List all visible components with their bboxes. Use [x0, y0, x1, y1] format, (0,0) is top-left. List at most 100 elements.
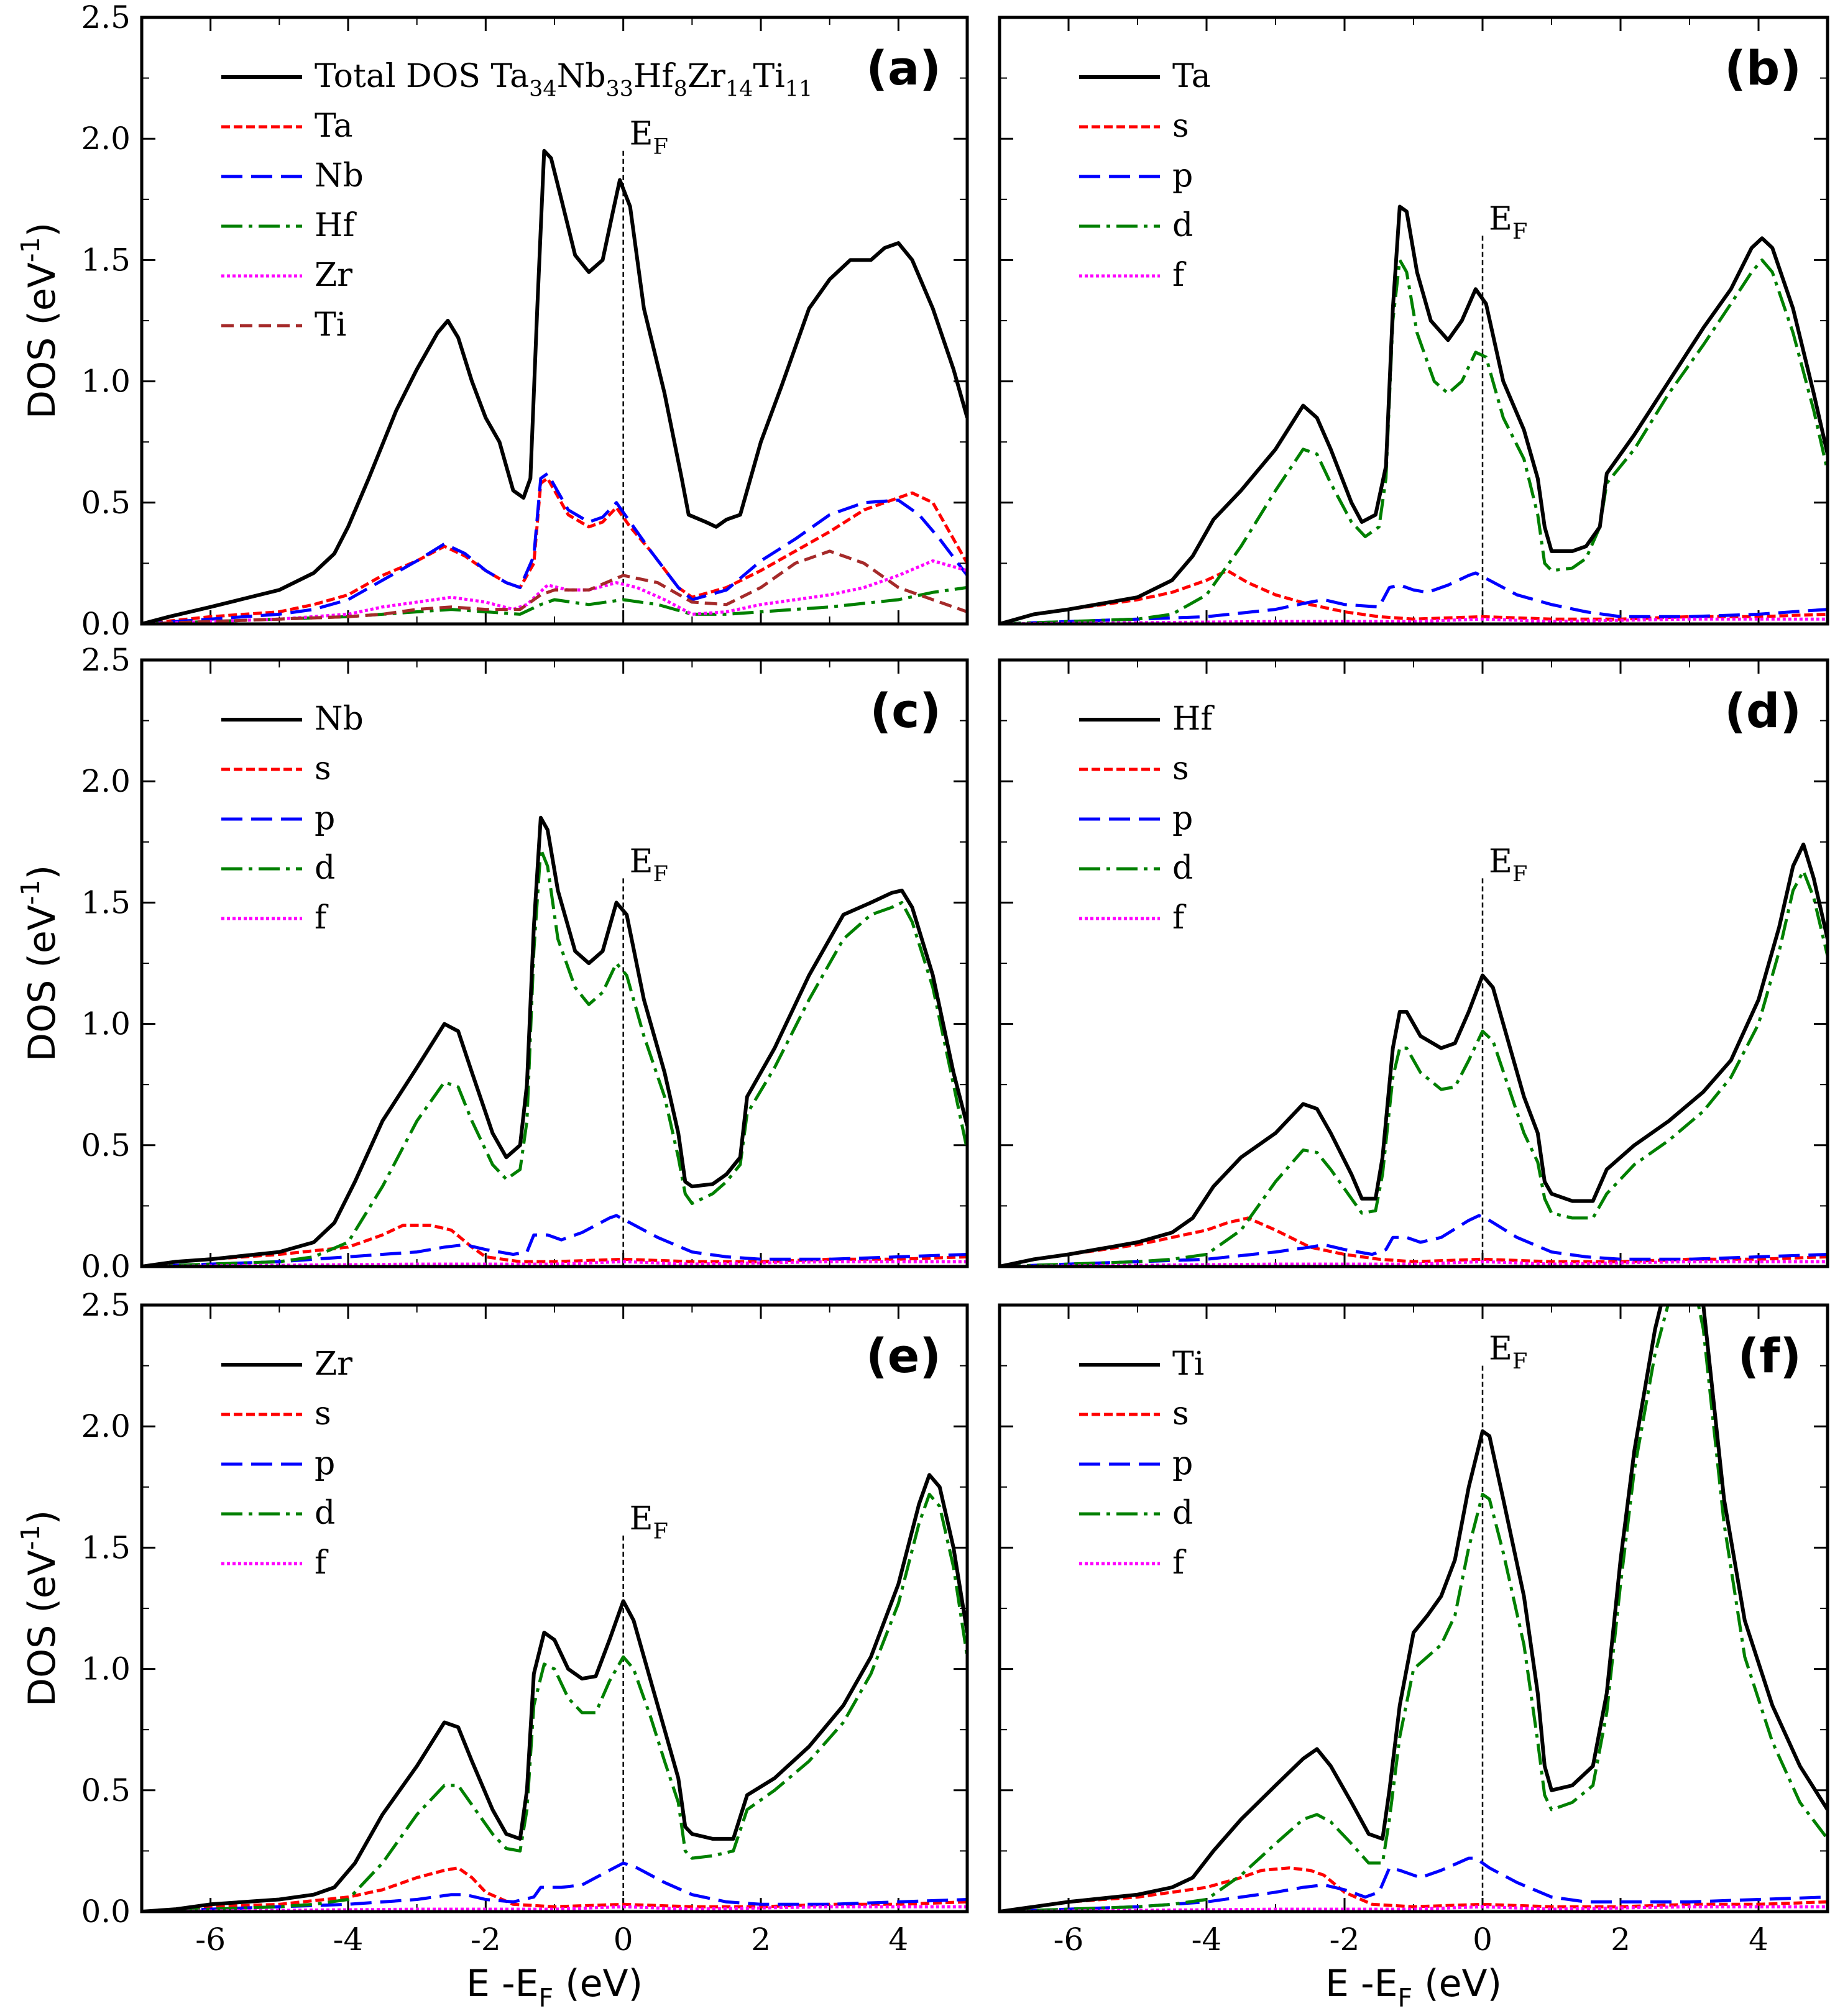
x-tick-label: 4 [888, 1922, 908, 1958]
y-tick-label: 0.5 [81, 1772, 131, 1808]
legend-label: p [315, 1445, 335, 1482]
legend-label: f [315, 899, 329, 937]
series-line-total-dos [142, 149, 967, 624]
legend-label: d [1172, 1495, 1193, 1532]
legend-label: Zr [315, 1345, 352, 1383]
legend-label: p [1172, 157, 1193, 195]
legend-label: f [1172, 257, 1187, 294]
legend-label: p [1172, 1445, 1193, 1482]
x-tick-label: -6 [1054, 1922, 1084, 1958]
fermi-level-label: EF [630, 116, 668, 160]
series-line-ta [142, 477, 967, 624]
x-tick-label: -2 [471, 1922, 501, 1958]
y-tick-label: 1.0 [81, 364, 131, 400]
legend-label: d [1172, 850, 1193, 887]
series-group [142, 1473, 967, 1912]
panel-letter: (d) [1724, 683, 1801, 738]
y-axis-title: DOS (eV-1) [16, 865, 64, 1061]
y-tick-label: 1.0 [81, 1651, 131, 1687]
series-line-ta [1000, 204, 1828, 624]
panel-a: 0.0 0.5 1.0 1.5 2.0 2.5 EF (a) Total DOS Ta34Nb3… [81, 0, 969, 642]
series-line-p [142, 1861, 967, 1912]
x-tick-label: -4 [333, 1922, 364, 1958]
fermi-level-label: EF [630, 843, 668, 887]
fermi-level-label: EF [630, 1500, 668, 1544]
plot-frame [140, 658, 969, 1268]
legend-label: Ta [1172, 58, 1211, 95]
series-line-d [1000, 869, 1828, 1267]
plot-frame [998, 658, 1829, 1268]
y-tick-label: 2.5 [81, 1287, 131, 1323]
x-axis-title: E -EF (eV) [1325, 1962, 1502, 2013]
x-tick-label: -6 [195, 1922, 226, 1958]
y-axis-title: DOS (eV-1) [16, 1510, 64, 1707]
series-line-f [1000, 617, 1828, 624]
y-axis-title: DOS (eV-1) [16, 222, 64, 419]
fermi-level-label: EF [1489, 1331, 1527, 1375]
legend-label: s [1172, 1395, 1189, 1432]
plot-frame [140, 1303, 969, 1913]
legend-label: f [1172, 899, 1187, 937]
y-tick-label: 1.0 [81, 1006, 131, 1042]
fermi-level-label: EF [1489, 843, 1527, 887]
series-group [1000, 204, 1828, 624]
series-line-ti [142, 549, 967, 624]
series-line-s [1000, 1866, 1828, 1912]
y-tick-label: 1.5 [81, 1529, 131, 1565]
series-line-d [1000, 258, 1828, 624]
series-line-p [1000, 1856, 1828, 1912]
panel-letter: (a) [866, 40, 941, 96]
legend-label: Total DOS Ta34Nb33Hf8Zr14Ti11 [315, 58, 812, 102]
legend-label: Ta [315, 108, 353, 145]
legend-label: f [315, 1544, 329, 1582]
legend-label: p [1172, 800, 1193, 837]
plot-frame [998, 1303, 1829, 1913]
legend-label: d [1172, 207, 1193, 244]
x-tick-label: -4 [1192, 1922, 1222, 1958]
y-tick-label: 1.5 [81, 884, 131, 920]
legend-label: s [1172, 750, 1189, 787]
series-line-p [1000, 571, 1828, 624]
panel-letter: (c) [870, 683, 941, 738]
legend-label: s [315, 750, 331, 787]
series-line-zr [142, 559, 967, 624]
panel-letter: (f) [1737, 1328, 1801, 1383]
y-tick-label: 2.5 [81, 642, 131, 678]
series-line-d [142, 848, 967, 1267]
series-line-p [142, 1214, 967, 1267]
series-group [1000, 1305, 1828, 1912]
series-line-f [1000, 1260, 1828, 1267]
x-axis-title: E -EF (eV) [466, 1962, 643, 2013]
plot-frame [140, 16, 969, 626]
x-tick-label: 4 [1749, 1922, 1768, 1958]
series-line-s [1000, 1216, 1828, 1267]
legend-label: Hf [1172, 700, 1215, 738]
y-tick-label: 0.5 [81, 485, 131, 521]
panel-letter: (e) [866, 1328, 941, 1383]
series-line-f [1000, 1905, 1828, 1912]
legend-label: Ti [315, 306, 346, 344]
series-group [142, 815, 967, 1267]
x-tick-label: 2 [1611, 1922, 1630, 1958]
legend-label: Nb [315, 700, 364, 738]
legend-label: s [1172, 108, 1189, 145]
panel-letter: (b) [1724, 40, 1801, 96]
legend-label: Hf [315, 207, 357, 244]
series-group [1000, 842, 1828, 1267]
legend-label: d [315, 850, 335, 887]
y-tick-label: 2.0 [81, 1408, 131, 1444]
legend-label: s [315, 1395, 331, 1432]
series-line-s [142, 1866, 967, 1912]
y-tick-label: 2.5 [81, 0, 131, 35]
legend-label: Nb [315, 157, 364, 195]
x-tick-label: -2 [1330, 1922, 1360, 1958]
plot-frame [998, 16, 1829, 626]
y-tick-label: 2.0 [81, 121, 131, 157]
x-tick-label: 2 [751, 1922, 771, 1958]
